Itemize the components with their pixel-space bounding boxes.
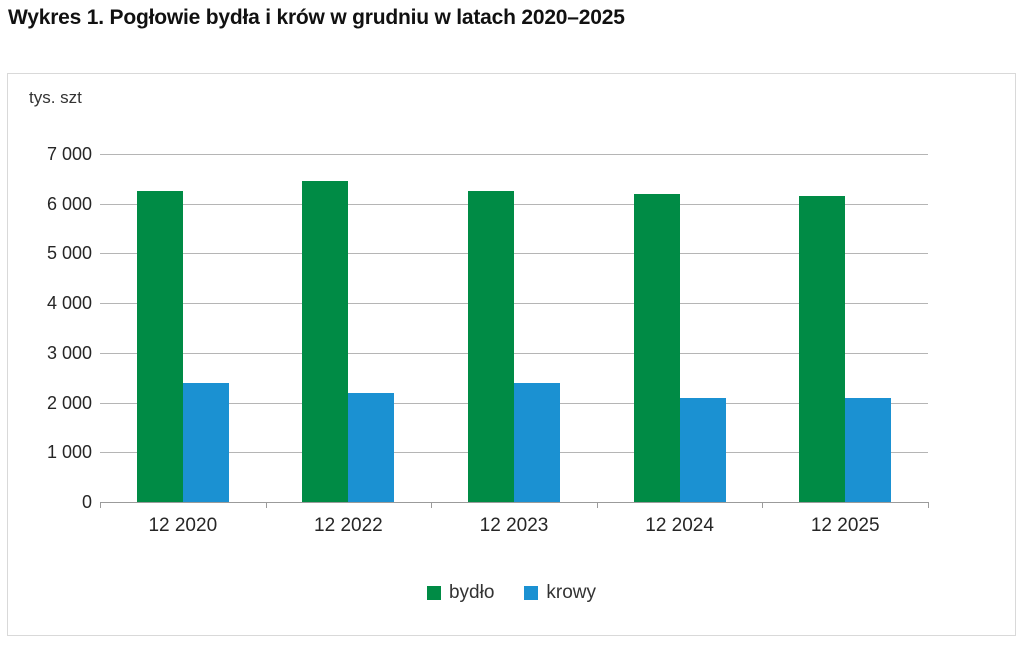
bar-bydło-12-2023	[468, 191, 514, 502]
x-axis-label-12-2020: 12 2020	[148, 515, 218, 536]
y-axis-tick-label: 0	[81, 492, 92, 512]
legend-swatch-icon	[426, 586, 441, 600]
bar-krowy-12-2025	[845, 397, 892, 502]
legend-label: krowy	[546, 582, 597, 603]
bar-krowy-12-2022	[348, 392, 395, 502]
x-axis-tick	[431, 502, 433, 508]
x-axis-tick	[265, 502, 267, 508]
x-axis-tick	[100, 502, 101, 508]
x-axis-tick	[596, 502, 598, 508]
bar-bydło-12-2024	[633, 193, 680, 502]
legend-label: bydło	[448, 582, 495, 603]
y-axis-tick-label: 3 000	[46, 342, 92, 363]
bar-krowy-12-2024	[679, 397, 726, 502]
legend-swatch-icon	[524, 586, 539, 600]
chart-container: tys. szt 0 1 000 2 000 3 000 4 000 5 000 6 000…	[7, 73, 1016, 636]
y-axis-tick-label: 4 000	[46, 293, 92, 314]
y-axis-tick-label: 6 000	[46, 193, 92, 214]
x-axis-label-12-2022: 12 2022	[314, 515, 383, 536]
y-axis-unit-label: tys. szt	[29, 88, 82, 107]
x-axis-tick	[928, 502, 929, 508]
bar-bydło-12-2022	[302, 181, 349, 502]
gridline	[100, 253, 928, 255]
y-axis-tick-label: 1 000	[46, 442, 92, 463]
bar-bydło-12-2020	[136, 191, 183, 502]
gridline	[100, 203, 928, 205]
x-axis-tick	[762, 502, 764, 508]
legend-item-krowy: krowy	[524, 582, 596, 604]
chart-legend: bydło krowy	[8, 582, 1015, 604]
bar-bydło-12-2025	[799, 196, 846, 502]
legend-item-bydło: bydło	[426, 582, 495, 604]
plot-area	[100, 154, 929, 508]
bar-krowy-12-2020	[182, 382, 229, 502]
y-axis-tick-label: 2 000	[46, 392, 92, 413]
gridline	[100, 352, 928, 354]
bar-krowy-12-2023	[514, 382, 560, 502]
gridline	[100, 303, 928, 305]
y-axis-tick-label: 5 000	[46, 243, 92, 264]
x-axis-label-12-2025: 12 2025	[810, 515, 880, 536]
chart-title: Wykres 1. Pogłowie bydła i krów w grudni…	[8, 6, 625, 29]
x-axis-line	[100, 502, 928, 503]
x-axis-label-12-2023: 12 2023	[479, 515, 549, 536]
x-axis-label-12-2024: 12 2024	[645, 515, 714, 536]
y-axis-tick-label: 7 000	[46, 144, 92, 164]
gridline	[100, 154, 928, 155]
